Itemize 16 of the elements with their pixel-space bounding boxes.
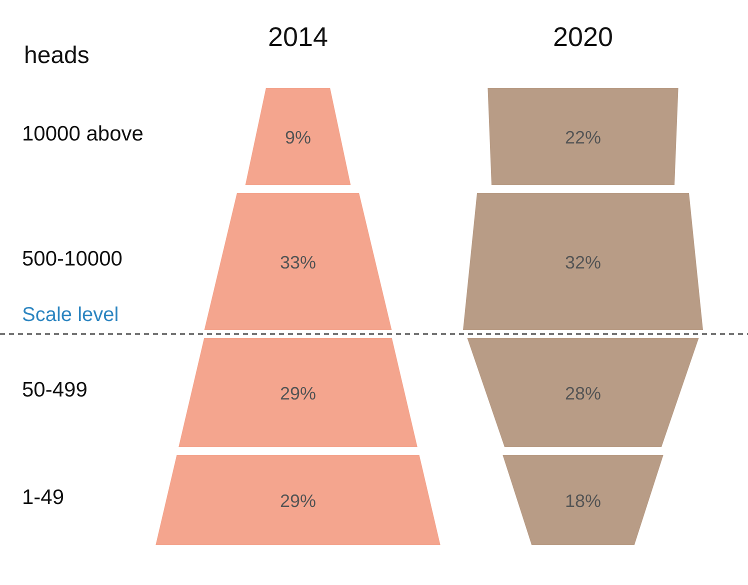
data-label: 28% (564, 384, 602, 404)
series-label: 2020 (552, 22, 614, 52)
data-label: 18% (564, 491, 602, 511)
data-label: 29% (280, 491, 316, 511)
data-label: 32% (564, 252, 602, 272)
data-label: 9% (284, 128, 312, 148)
text: Scale level (22, 304, 119, 326)
category-label: 50-499 (22, 378, 88, 402)
category-label: 1-49 (22, 486, 64, 509)
category-label: 500-10000 (22, 248, 122, 270)
category-label: 10000 above (22, 122, 144, 146)
data-label: 33% (280, 252, 316, 272)
data-label: 29% (280, 384, 316, 404)
series-label: 2014 (268, 22, 328, 52)
data-label: 22% (564, 128, 602, 148)
text: heads (24, 42, 90, 69)
